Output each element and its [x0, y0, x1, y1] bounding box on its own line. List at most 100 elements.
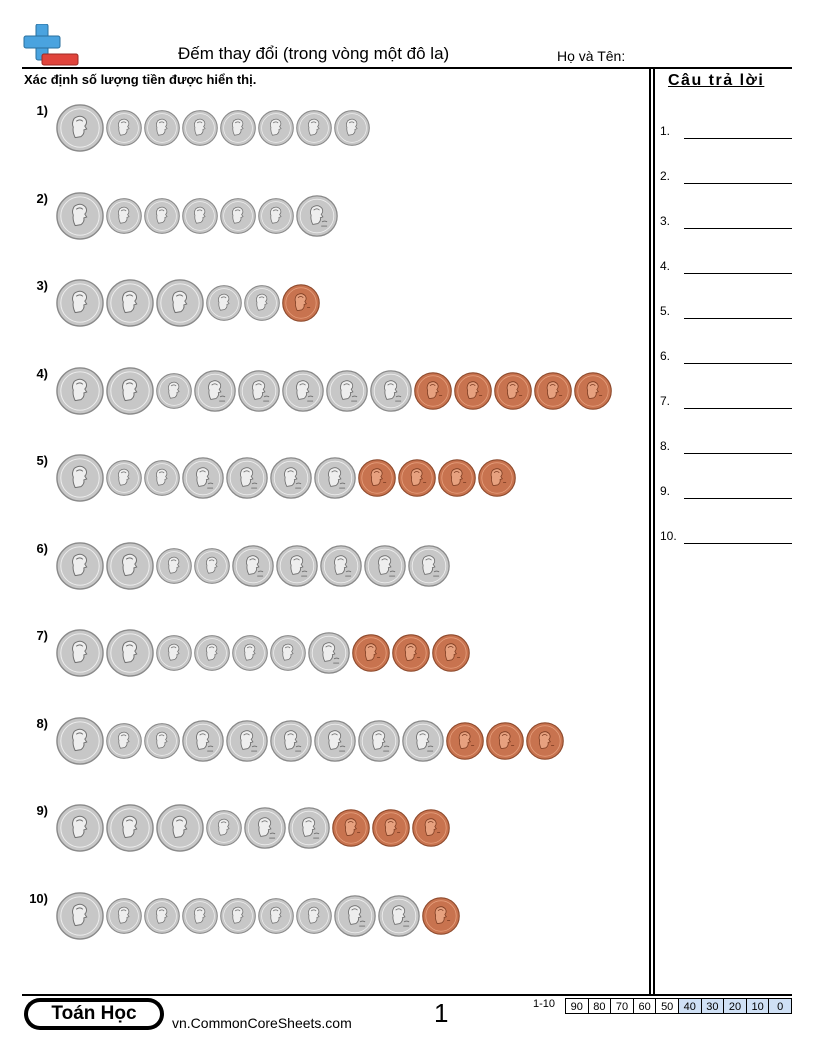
nickel-coin-icon [308, 632, 350, 679]
dime-coin-icon [156, 635, 192, 676]
penny-coin-icon [438, 459, 476, 502]
penny-coin-icon [454, 371, 492, 415]
footer-divider [22, 994, 792, 996]
problem-number: 2) [36, 190, 48, 206]
nickel-coin-icon [334, 894, 376, 942]
dime-coin-icon [334, 110, 370, 151]
nickel-coin-icon [402, 719, 444, 767]
dime-coin-icon [144, 897, 180, 939]
answer-blank-line[interactable] [684, 318, 792, 319]
dime-coin-icon [258, 197, 294, 239]
penny-coin-icon [574, 371, 612, 415]
nickel-coin-icon [358, 719, 400, 767]
brand-badge: Toán Học [24, 998, 164, 1030]
nickel-coin-icon [232, 544, 274, 592]
answer-blank-line[interactable] [684, 138, 792, 139]
score-cell: 50 [655, 998, 679, 1014]
site-url: vn.CommonCoreSheets.com [172, 1015, 352, 1031]
answer-blank-line[interactable] [684, 408, 792, 409]
nickel-coin-icon [270, 719, 312, 767]
quarter-coin-icon [56, 366, 104, 420]
dime-coin-icon [106, 897, 142, 939]
dime-coin-icon [220, 197, 256, 239]
dime-coin-icon [244, 285, 280, 326]
score-cell: 40 [678, 998, 702, 1014]
penny-coin-icon [282, 284, 320, 327]
page-number: 1 [434, 998, 449, 1028]
penny-coin-icon [446, 721, 484, 765]
answer-column-divider [649, 68, 651, 995]
penny-coin-icon [432, 634, 470, 677]
problem-number: 9) [36, 803, 48, 818]
quarter-coin-icon [56, 804, 104, 857]
score-cell: 20 [723, 998, 747, 1014]
dime-coin-icon [296, 110, 332, 151]
answer-blank-line[interactable] [684, 543, 792, 544]
nickel-coin-icon [370, 369, 412, 417]
nickel-coin-icon [288, 807, 330, 854]
answer-column-divider-inner [653, 68, 655, 995]
nickel-coin-icon [326, 369, 368, 417]
problem-number: 5) [36, 453, 48, 468]
answer-label: 8. [660, 439, 671, 453]
nickel-coin-icon [238, 369, 280, 417]
answer-label: 2. [660, 169, 671, 183]
quarter-coin-icon [56, 104, 104, 157]
dime-coin-icon [206, 285, 242, 326]
quarter-coin-icon [106, 366, 154, 420]
quarter-coin-icon [56, 716, 104, 770]
quarter-coin-icon [106, 629, 154, 682]
answer-label: 10. [660, 529, 677, 543]
answer-label: 9. [660, 484, 671, 498]
penny-coin-icon [332, 809, 370, 852]
quarter-coin-icon [56, 279, 104, 332]
answer-label: 7. [660, 394, 671, 408]
plus-minus-logo-icon [23, 24, 79, 66]
nickel-coin-icon [270, 457, 312, 504]
answer-label: 1. [660, 124, 671, 138]
quarter-coin-icon [106, 541, 154, 595]
dime-coin-icon [182, 897, 218, 939]
instructions: Xác định số lượng tiền được hiển thị. [24, 72, 257, 87]
nickel-coin-icon [226, 719, 268, 767]
dime-coin-icon [106, 460, 142, 501]
score-cell: 90 [565, 998, 589, 1014]
dime-coin-icon [194, 547, 230, 589]
nickel-coin-icon [244, 807, 286, 854]
penny-coin-icon [534, 371, 572, 415]
answer-label: 6. [660, 349, 671, 363]
answer-blank-line[interactable] [684, 273, 792, 274]
score-cell: 0 [768, 998, 792, 1014]
dime-coin-icon [258, 110, 294, 151]
answer-blank-line[interactable] [684, 498, 792, 499]
nickel-coin-icon [296, 194, 338, 242]
nickel-coin-icon [182, 457, 224, 504]
score-cell: 30 [700, 998, 725, 1014]
answer-blank-line[interactable] [684, 453, 792, 454]
dime-coin-icon [206, 810, 242, 851]
score-cell: 10 [745, 998, 770, 1014]
quarter-coin-icon [106, 279, 154, 332]
dime-coin-icon [182, 197, 218, 239]
penny-coin-icon [526, 721, 564, 765]
answer-label: 4. [660, 259, 671, 273]
quarter-coin-icon [56, 541, 104, 595]
name-label: Họ và Tên: [557, 48, 626, 64]
penny-coin-icon [414, 371, 452, 415]
dime-coin-icon [194, 635, 230, 676]
nickel-coin-icon [182, 719, 224, 767]
score-cell: 70 [610, 998, 634, 1014]
quarter-coin-icon [156, 804, 204, 857]
answer-blank-line[interactable] [684, 183, 792, 184]
problem-number: 7) [36, 628, 48, 643]
nickel-coin-icon [226, 457, 268, 504]
penny-coin-icon [486, 721, 524, 765]
nickel-coin-icon [314, 457, 356, 504]
dime-coin-icon [144, 460, 180, 501]
score-cell: 60 [632, 998, 657, 1014]
answer-blank-line[interactable] [684, 228, 792, 229]
header-divider [22, 67, 792, 69]
problem-number: 1) [36, 103, 48, 118]
answer-blank-line[interactable] [684, 363, 792, 364]
nickel-coin-icon [378, 894, 420, 942]
